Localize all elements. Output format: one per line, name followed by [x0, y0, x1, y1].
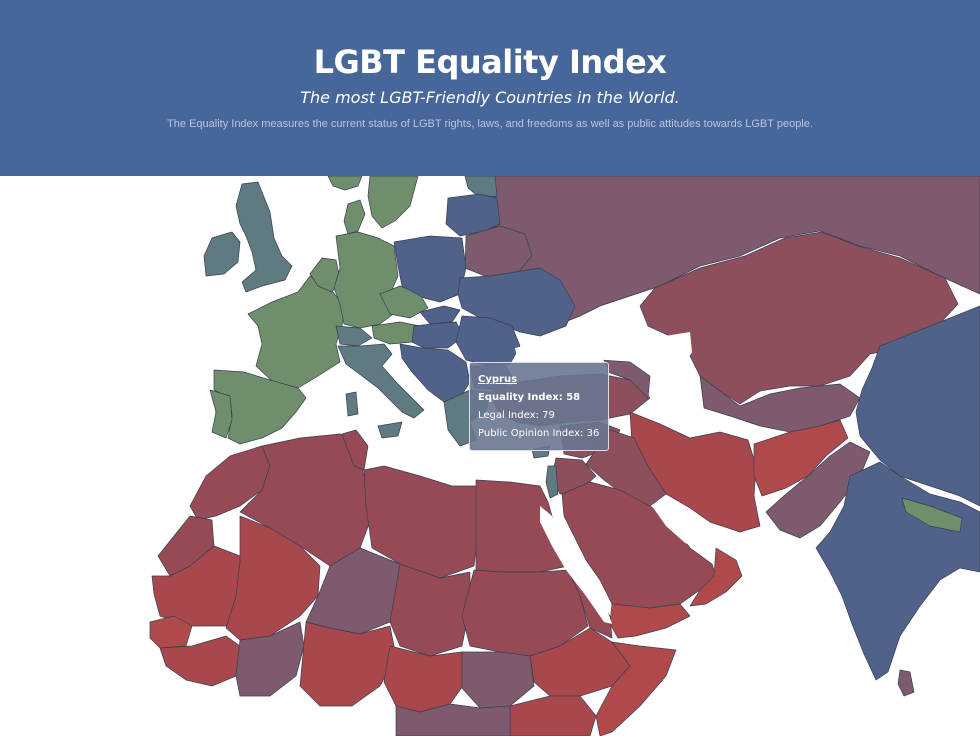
- country-congo-region[interactable]: [395, 703, 511, 736]
- country-saudi-arabia[interactable]: [561, 481, 717, 615]
- country-ireland[interactable]: [203, 231, 241, 277]
- country-chad[interactable]: [389, 563, 471, 657]
- country-switzerland[interactable]: [335, 325, 373, 347]
- tooltip-opinion-index: Public Opinion Index: 36: [478, 425, 600, 443]
- tooltip-opinion-value: 36: [586, 428, 600, 439]
- country-norway[interactable]: [327, 176, 363, 191]
- country-somalia[interactable]: [595, 641, 677, 736]
- tooltip-legal-label: Legal Index:: [478, 410, 539, 421]
- country-tunisia[interactable]: [341, 429, 369, 471]
- tooltip-equality-value: 58: [566, 392, 581, 403]
- tooltip-legal-value: 79: [542, 410, 555, 421]
- country-poland[interactable]: [393, 235, 467, 303]
- country-balkans[interactable]: [399, 343, 471, 403]
- red-sea: [540, 506, 612, 624]
- country-sri-lanka[interactable]: [897, 669, 915, 697]
- country-nepal[interactable]: [901, 497, 963, 533]
- country-senegal[interactable]: [149, 615, 193, 649]
- country-germany[interactable]: [333, 231, 399, 329]
- country-baltics[interactable]: [445, 193, 501, 237]
- caspian-sea: [648, 332, 700, 438]
- country-nigeria[interactable]: [299, 621, 397, 707]
- country-morocco[interactable]: [189, 445, 271, 521]
- country-sudan[interactable]: [461, 569, 589, 657]
- country-cameroon-car[interactable]: [383, 645, 471, 713]
- country-france[interactable]: [247, 275, 346, 389]
- country-tooltip: Cyprus Equality Index: 58 Legal Index: 7…: [469, 362, 609, 451]
- country-italy[interactable]: [337, 343, 425, 419]
- tooltip-country-name: Cyprus: [478, 374, 518, 385]
- country-pakistan[interactable]: [765, 441, 871, 539]
- country-slovakia[interactable]: [419, 305, 461, 325]
- country-afghanistan[interactable]: [753, 419, 849, 497]
- country-israel[interactable]: [545, 465, 559, 499]
- choropleth-map[interactable]: [0, 176, 980, 736]
- tooltip-equality-label: Equality Index:: [478, 392, 563, 403]
- country-mali[interactable]: [225, 515, 321, 641]
- page-title: LGBT Equality Index: [313, 43, 667, 81]
- country-sweden[interactable]: [367, 176, 419, 229]
- header: LGBT Equality Index The most LGBT-Friend…: [0, 0, 980, 176]
- map-svg[interactable]: [0, 176, 980, 736]
- country-united-kingdom[interactable]: [235, 181, 293, 293]
- country-oman[interactable]: [689, 547, 743, 607]
- country-kenya-region[interactable]: [509, 695, 597, 736]
- page-description: The Equality Index measures the current …: [167, 118, 813, 130]
- country-yemen[interactable]: [609, 603, 691, 639]
- tooltip-equality-index: Equality Index: 58: [478, 389, 600, 407]
- country-sardinia[interactable]: [345, 391, 359, 417]
- tooltip-opinion-label: Public Opinion Index:: [478, 428, 584, 439]
- persian-gulf: [652, 506, 716, 552]
- country-burkina-ghana[interactable]: [235, 621, 305, 697]
- country-south-sudan[interactable]: [461, 651, 535, 709]
- country-denmark[interactable]: [343, 199, 366, 235]
- country-hungary[interactable]: [411, 321, 465, 349]
- tooltip-legal-index: Legal Index: 79: [478, 407, 600, 425]
- country-belarus[interactable]: [464, 225, 533, 277]
- country-niger[interactable]: [305, 547, 401, 635]
- country-portugal[interactable]: [209, 389, 233, 439]
- country-sicily[interactable]: [377, 421, 403, 439]
- country-central-asia[interactable]: [699, 375, 861, 433]
- page-subtitle: The most LGBT-Friendly Countries in the …: [300, 88, 680, 107]
